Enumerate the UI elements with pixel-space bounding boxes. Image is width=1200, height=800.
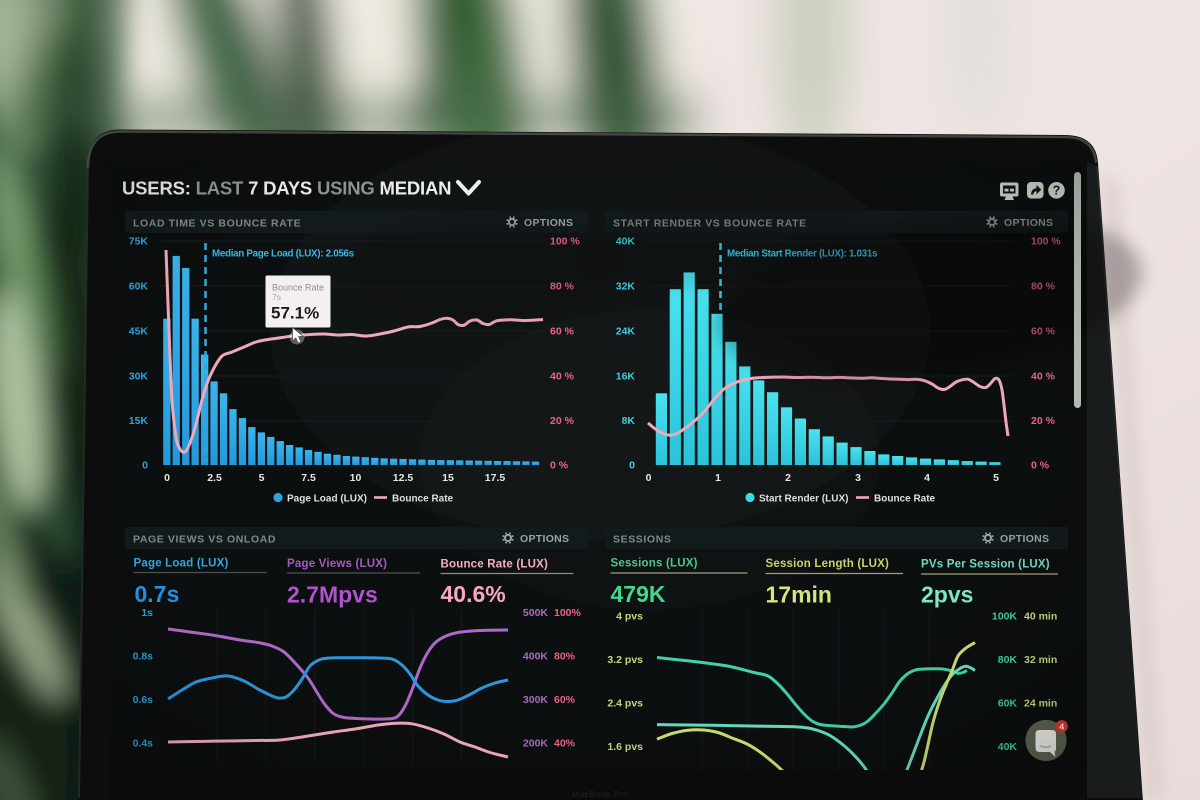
svg-text:MacBook Pro: MacBook Pro xyxy=(572,789,629,799)
